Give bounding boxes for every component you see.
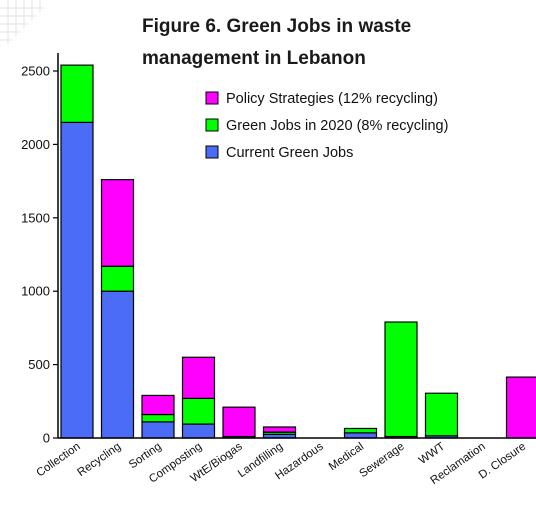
- x-label-recycling: Recycling: [75, 441, 123, 479]
- bar-d-closure-policy-strategies-12-recycling: [505, 376, 536, 439]
- bar-wte-biogas-policy-strategies-12-recycling: [222, 406, 256, 438]
- bar-recycling-green-jobs-in-2020-8-recycling: [100, 265, 135, 292]
- y-tick-label: 0: [43, 431, 50, 446]
- x-label-sewerage: Sewerage: [357, 441, 406, 481]
- x-label-sorting: Sorting: [127, 441, 164, 472]
- y-tick-label: 1000: [21, 284, 50, 299]
- bar-sewerage-green-jobs-in-2020-8-recycling: [384, 321, 418, 438]
- legend: Policy Strategies (12% recycling) Green J…: [205, 91, 448, 161]
- chart-title-line-1: Figure 6. Green Jobs in waste: [142, 16, 411, 37]
- bar-composting-current-green-jobs: [181, 423, 216, 439]
- legend-label-green-jobs-in-2020-8-recycling: Green Jobs in 2020 (8% recycling): [226, 118, 448, 134]
- x-label-collection: Collection: [34, 441, 82, 480]
- corner-watermark: [0, 0, 44, 44]
- bar-recycling-policy-strategies-12-recycling: [100, 179, 135, 267]
- bar-medical-current-green-jobs: [343, 432, 378, 439]
- chart-title-line-2: management in Lebanon: [142, 48, 366, 69]
- bar-wwt-green-jobs-in-2020-8-recycling: [424, 392, 459, 437]
- y-tick-label: 1500: [21, 210, 50, 225]
- bar-composting-policy-strategies-12-recycling: [181, 356, 216, 399]
- axes: [57, 53, 536, 439]
- legend-swatch-green-jobs-in-2020-8-recycling: [205, 118, 219, 132]
- bar-sorting-current-green-jobs: [141, 421, 175, 439]
- y-tick-label: 2500: [21, 64, 50, 79]
- y-tick-label: 2000: [21, 137, 50, 152]
- bar-medical-green-jobs-in-2020-8-recycling: [343, 427, 378, 434]
- bar-collection-green-jobs-in-2020-8-recycling: [60, 64, 94, 123]
- legend-swatch-current-green-jobs: [205, 145, 219, 159]
- y-tick-label: 500: [28, 357, 50, 372]
- bar-composting-green-jobs-in-2020-8-recycling: [181, 397, 216, 425]
- bar-sorting-green-jobs-in-2020-8-recycling: [141, 413, 175, 423]
- legend-label-current-green-jobs: Current Green Jobs: [226, 145, 353, 161]
- y-axis-ticks: 0 500 1000 1500 2000 2500: [21, 64, 58, 446]
- bar-landfilling-policy-strategies-12-recycling: [262, 426, 297, 433]
- legend-swatch-policy-strategies-12-recycling: [205, 91, 219, 105]
- x-label-wwt: WWT: [417, 441, 447, 467]
- bar-sorting-policy-strategies-12-recycling: [141, 394, 175, 416]
- bar-recycling-current-green-jobs: [100, 290, 135, 439]
- bar-collection-current-green-jobs: [60, 121, 94, 439]
- legend-label-policy-strategies-12-recycling: Policy Strategies (12% recycling): [226, 91, 438, 107]
